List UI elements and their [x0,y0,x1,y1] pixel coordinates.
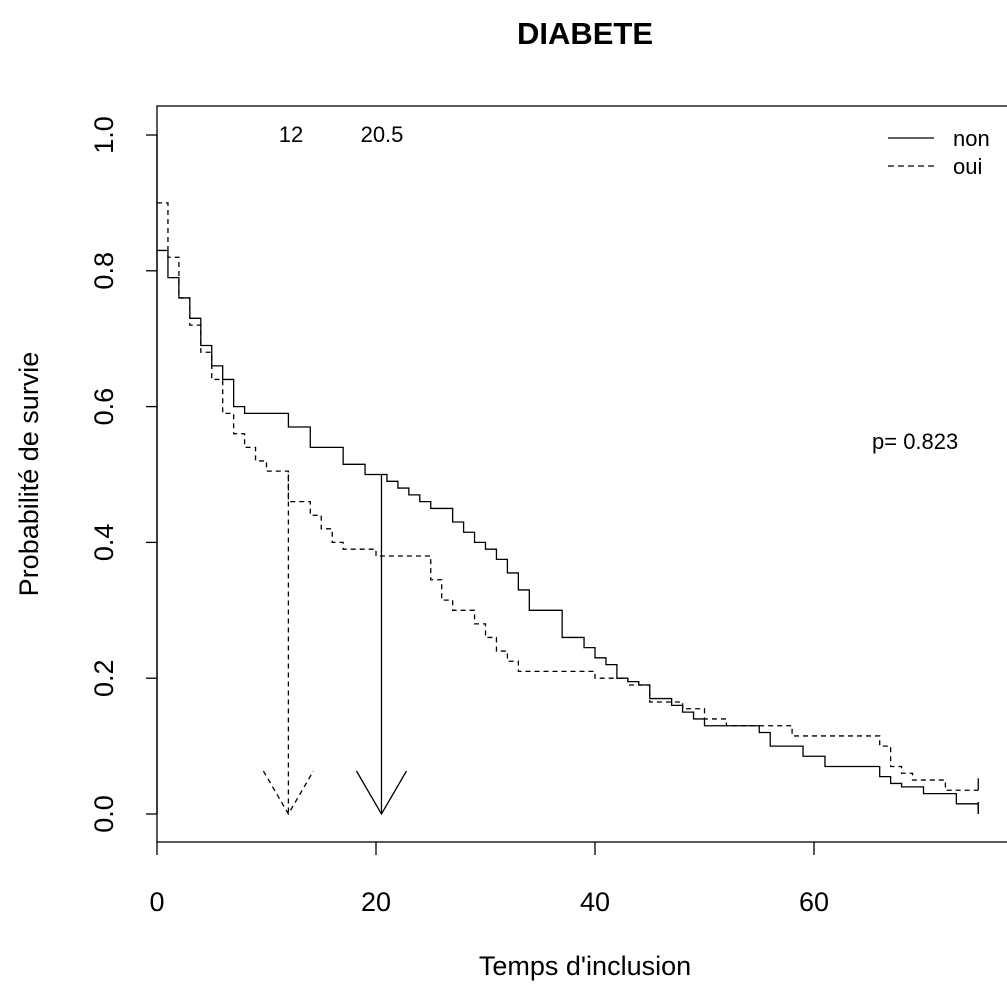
legend: non oui [888,126,990,179]
chart-title: DIABETE [517,16,653,51]
x-tick-label: 0 [149,887,164,917]
plot-frame [156,105,1007,843]
series-layer [157,202,979,814]
x-tick-label: 40 [580,887,610,917]
y-tick-label: 0.2 [89,659,119,697]
median-arrowhead-oui [262,770,314,816]
median-arrowhead-non [355,770,408,816]
y-axis-label: Probabilité de survie [14,352,44,597]
legend-label-non: non [953,126,990,151]
x-axis: 0 20 40 60 [149,842,829,917]
series-line-oui [157,202,979,791]
x-axis-label: Temps d'inclusion [479,951,691,981]
y-tick-label: 0.4 [89,524,119,562]
x-tick-label: 60 [799,887,829,917]
series-line-non [157,249,979,814]
y-tick-label: 0.6 [89,388,119,426]
median-label-oui: 12 [279,122,303,147]
y-axis: 0.0 0.2 0.4 0.6 0.8 1.0 [89,116,158,833]
y-tick-label: 0.8 [89,252,119,290]
y-tick-label: 1.0 [89,116,119,154]
legend-label-oui: oui [953,154,982,179]
median-label-non: 20.5 [361,122,404,147]
p-value-annotation: p= 0.823 [872,429,958,454]
median-markers [262,474,408,816]
x-tick-label: 20 [361,887,391,917]
y-tick-label: 0.0 [89,795,119,833]
